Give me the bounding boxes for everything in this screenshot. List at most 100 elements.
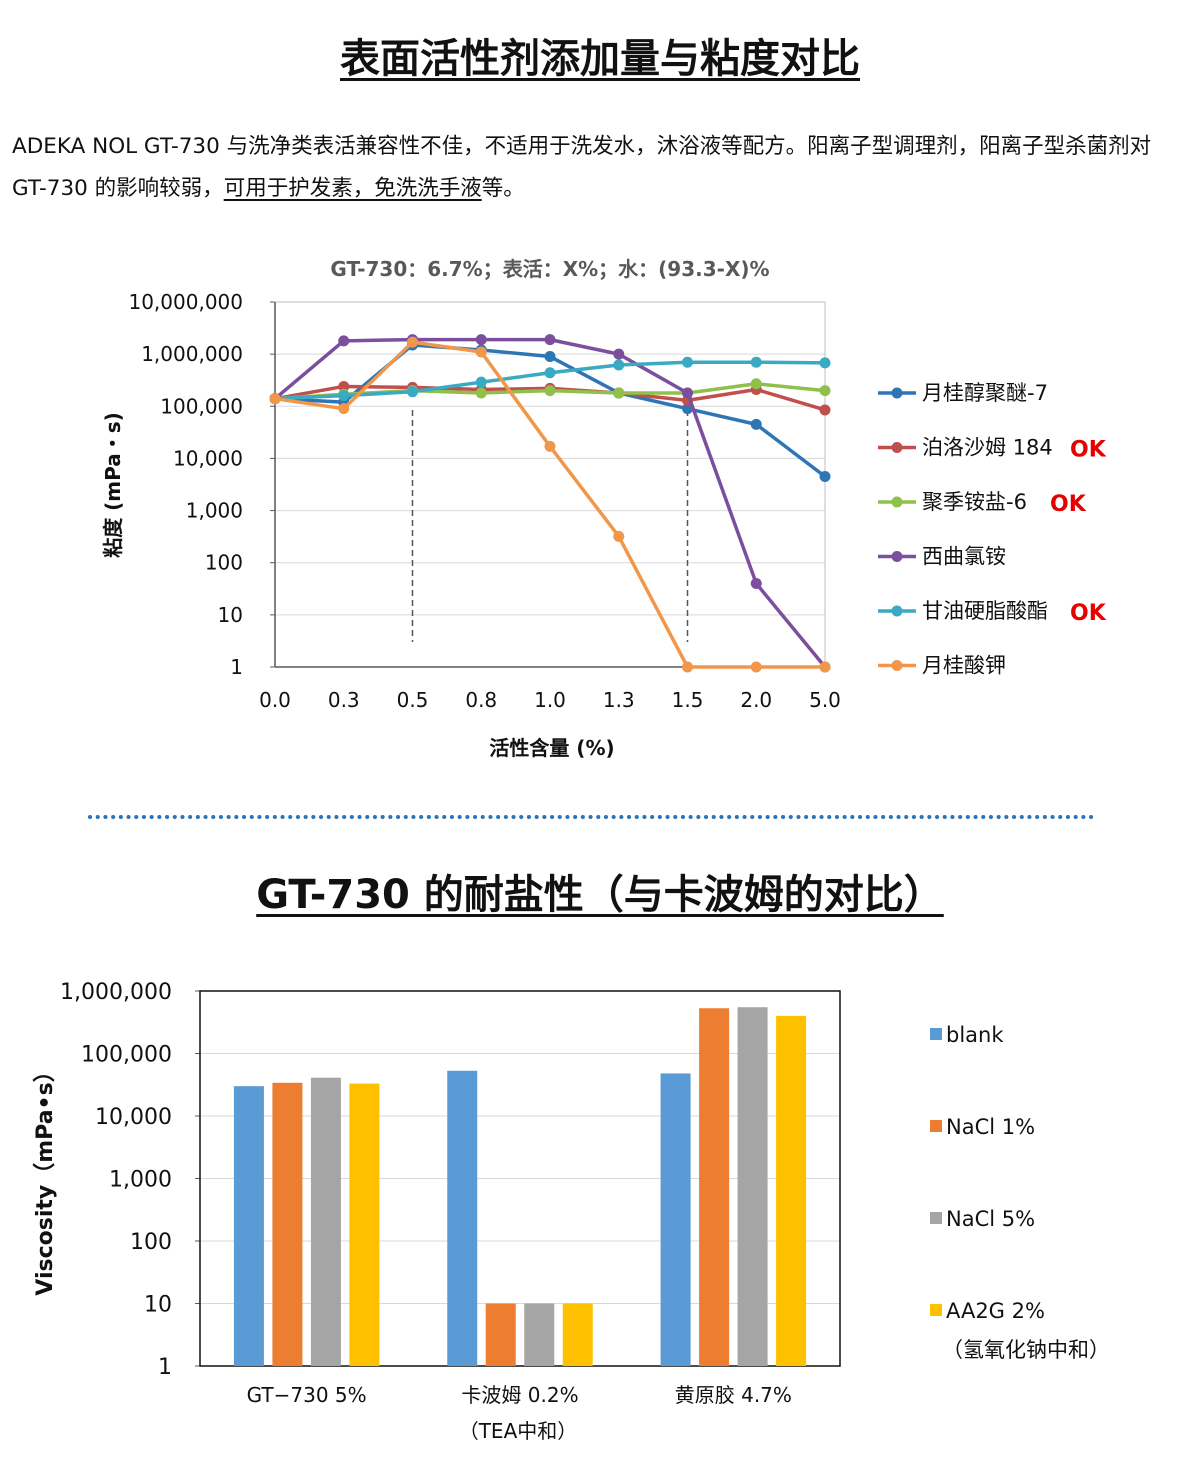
chart1-title: GT-730：6.7%；表活：X%；水：(93.3-X)% bbox=[330, 257, 769, 281]
chart1-point-3 bbox=[338, 335, 350, 347]
chart1-legend-marker bbox=[891, 496, 903, 508]
chart2-bar-3-2 bbox=[776, 1015, 807, 1366]
chart1-point-1 bbox=[819, 404, 831, 416]
chart1-x-tick-label: 0.0 bbox=[259, 688, 291, 712]
chart2-legend-swatch bbox=[930, 1212, 942, 1224]
chart2-legend-swatch bbox=[930, 1028, 942, 1040]
chart1-point-5 bbox=[338, 403, 350, 415]
chart1-x-tick-label: 1.0 bbox=[534, 688, 566, 712]
chart2-y-tick-label: 10,000 bbox=[95, 1105, 172, 1130]
chart1-y-tick-label: 10 bbox=[218, 603, 243, 627]
chart2-x-tick-label: 黄原胶 4.7% bbox=[675, 1383, 792, 1407]
chart1-point-4 bbox=[819, 357, 831, 369]
chart1-point-5 bbox=[544, 440, 556, 452]
chart1-y-tick-label: 1,000 bbox=[186, 499, 243, 523]
chart2-legend-label: NaCl 5% bbox=[946, 1207, 1035, 1231]
chart1-point-3 bbox=[750, 577, 762, 589]
chart2-y-axis-label: Viscosity（mPa•s） bbox=[33, 1060, 58, 1295]
chart1-legend-label: 甘油硬脂酸酯 bbox=[922, 599, 1048, 623]
chart1-point-2 bbox=[544, 385, 556, 397]
chart2-x-tick-label: GT−730 5% bbox=[247, 1383, 367, 1407]
chart1-point-2 bbox=[819, 385, 831, 397]
chart2-y-tick-label: 1,000,000 bbox=[60, 980, 172, 1005]
chart1-point-4 bbox=[407, 386, 418, 398]
chart1-point-2 bbox=[475, 387, 487, 399]
chart1-x-tick-label: 0.3 bbox=[328, 688, 360, 712]
chart2-bar-2-1 bbox=[524, 1303, 555, 1366]
chart1-legend-marker bbox=[891, 551, 903, 562]
chart1-point-4 bbox=[338, 390, 350, 402]
chart2-x-tick-label-line2: （TEA中和） bbox=[459, 1419, 578, 1443]
chart2-legend-swatch bbox=[930, 1304, 942, 1316]
chart2-bar-0-1 bbox=[447, 1070, 478, 1366]
chart1-point-4 bbox=[613, 359, 625, 371]
section-2-title: GT-730 的耐盐性（与卡波姆的对比） bbox=[256, 872, 944, 918]
chart2-x-tick-label: 卡波姆 0.2% bbox=[461, 1383, 578, 1407]
chart2-y-tick-label: 1 bbox=[158, 1355, 172, 1380]
chart1-point-3 bbox=[544, 334, 556, 346]
chart1-x-axis-label: 活性含量 (%) bbox=[489, 736, 614, 760]
chart1-point-5 bbox=[475, 346, 487, 358]
chart1-point-0 bbox=[750, 418, 762, 430]
chart1-x-tick-label: 0.8 bbox=[465, 688, 497, 712]
chart2-legend-label: NaCl 1% bbox=[946, 1115, 1035, 1139]
chart2-y-tick-label: 1,000 bbox=[109, 1168, 172, 1193]
chart1-x-tick-label: 0.5 bbox=[397, 688, 429, 712]
chart1-point-3 bbox=[475, 334, 487, 346]
chart1-point-4 bbox=[475, 376, 487, 388]
chart1-point-5 bbox=[819, 661, 831, 673]
salt-tolerance-bar-chart: 1,000,000 100,000 10,000 1,000 100 10 1 blank Na… bbox=[33, 980, 1110, 1443]
viscosity-line-chart: GT-730：6.7%；表活：X%；水：(93.3-X)% 10,000,000 1… bbox=[101, 257, 1107, 760]
chart1-legend-marker bbox=[891, 387, 903, 399]
chart1-point-1 bbox=[338, 380, 350, 392]
chart2-legend-label: AA2G 2% bbox=[946, 1299, 1045, 1323]
description-underlined: 可用于护发素，免洗洗手液 bbox=[223, 176, 482, 201]
chart1-legend-marker bbox=[891, 660, 903, 671]
chart1-x-tick-label: 5.0 bbox=[809, 688, 841, 712]
chart1-legend-label: 月桂酸钾 bbox=[922, 654, 1006, 678]
chart1-y-tick-label: 10,000 bbox=[173, 446, 243, 470]
chart2-y-tick-label: 100 bbox=[130, 1230, 172, 1255]
chart1-legend-marker bbox=[891, 605, 903, 617]
chart1-legend-marker bbox=[891, 442, 903, 453]
chart1-y-tick-label: 10,000,000 bbox=[128, 290, 243, 314]
chart1-point-5 bbox=[407, 336, 418, 348]
chart1-y-axis-label: 粘度 (mPa・s) bbox=[101, 412, 125, 558]
chart1-point-2 bbox=[750, 378, 762, 390]
chart1-legend-label: 月桂醇聚醚-7 bbox=[922, 381, 1048, 405]
chart1-point-5 bbox=[269, 393, 281, 405]
chart1-y-tick-label: 1,000,000 bbox=[141, 342, 243, 366]
chart1-point-5 bbox=[613, 530, 625, 542]
chart1-point-3 bbox=[682, 387, 693, 399]
chart2-bar-3-0 bbox=[349, 1083, 380, 1366]
chart2-legend-label-line2: （氢氧化钠中和） bbox=[942, 1338, 1110, 1362]
chart1-x-tick-label: 2.0 bbox=[740, 688, 772, 712]
chart1-legend-label: 西曲氯铵 bbox=[922, 545, 1006, 569]
chart2-bar-0-0 bbox=[233, 1086, 264, 1366]
chart1-x-tick-label: 1.3 bbox=[603, 688, 635, 712]
chart1-y-tick-label: 100 bbox=[205, 551, 243, 575]
chart1-point-4 bbox=[750, 356, 762, 368]
chart1-legend-ok-badge: OK bbox=[1070, 438, 1107, 463]
dotted-divider bbox=[88, 815, 1100, 819]
chart1-y-tick-label: 100,000 bbox=[160, 394, 243, 418]
chart1-point-0 bbox=[819, 471, 831, 483]
chart2-bar-2-2 bbox=[737, 1007, 768, 1366]
chart2-y-tick-label: 10 bbox=[144, 1293, 172, 1318]
chart1-point-0 bbox=[544, 351, 556, 363]
chart2-legend-label: blank bbox=[946, 1023, 1004, 1047]
chart1-series-line-0 bbox=[274, 343, 827, 478]
chart2-bar-0-2 bbox=[660, 1073, 691, 1366]
description-text: ADEKA NOL GT-730 与洗净类表活兼容性不佳，不适用于洗发水，沐浴液… bbox=[12, 134, 1152, 201]
chart1-legend-ok-badge: OK bbox=[1070, 601, 1107, 626]
chart1-point-5 bbox=[750, 661, 762, 673]
chart1-point-5 bbox=[682, 661, 693, 673]
chart1-point-3 bbox=[613, 348, 625, 360]
chart2-bar-1-2 bbox=[699, 1008, 730, 1366]
section-1-title: 表面活性剂添加量与粘度对比 bbox=[340, 36, 860, 82]
chart2-legend-swatch bbox=[930, 1120, 942, 1132]
chart1-legend-label: 聚季铵盐-6 bbox=[922, 490, 1027, 514]
chart2-bar-1-0 bbox=[272, 1082, 303, 1366]
chart2-bar-2-0 bbox=[310, 1077, 341, 1366]
chart1-y-tick-label: 1 bbox=[230, 655, 243, 679]
